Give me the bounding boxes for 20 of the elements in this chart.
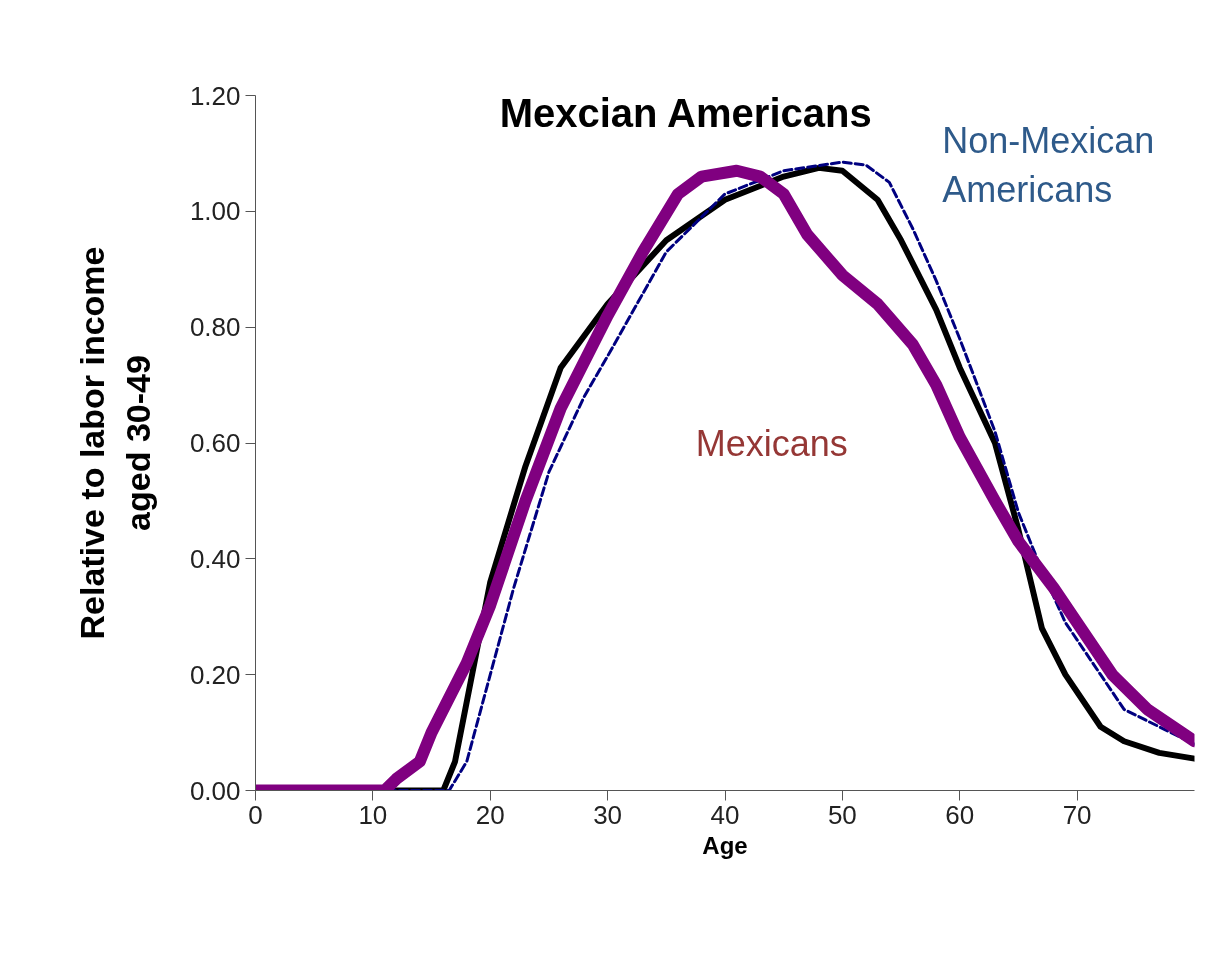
x-tick-label: 50 <box>827 799 857 830</box>
y-tick-label: 0.80 <box>189 312 241 343</box>
x-tick-label: 10 <box>358 799 388 830</box>
x-tick-label: 30 <box>593 799 623 830</box>
y-tick-label: 0.00 <box>189 775 241 806</box>
x-tick-label: 40 <box>710 799 740 830</box>
x-tick-label: 60 <box>945 799 975 830</box>
y-tick-label: 1.00 <box>189 196 241 227</box>
series-label: Non-Mexican Americans <box>942 119 1155 211</box>
y-tick-label: 1.20 <box>189 80 241 111</box>
x-tick-label: 0 <box>248 799 263 830</box>
x-tick-label: 20 <box>475 799 505 830</box>
y-tick-label: 0.20 <box>189 659 241 690</box>
series-label: Mexcian Americans <box>499 90 872 135</box>
x-axis-title: Age <box>702 831 748 859</box>
y-axis-title: Relative to labor income aged 30-49 <box>73 246 157 640</box>
text: Mexicans <box>695 422 848 464</box>
y-tick-label: 0.60 <box>189 428 241 458</box>
y-tick-label: 0.40 <box>189 543 241 574</box>
x-tick-label: 70 <box>1062 799 1092 830</box>
